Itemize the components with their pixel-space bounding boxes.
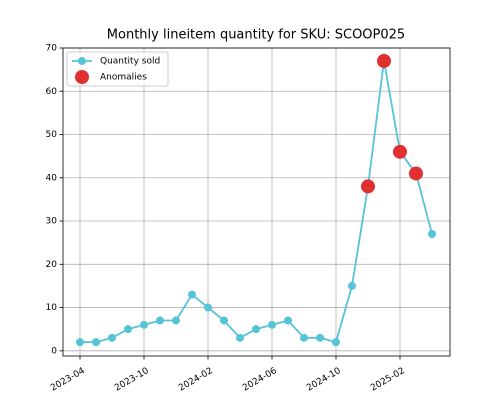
legend: Quantity sold Anomalies xyxy=(66,51,169,87)
legend-marker xyxy=(78,57,86,65)
legend-label: Anomalies xyxy=(100,73,147,83)
anomaly-point xyxy=(393,144,407,159)
x-tick-label: 2023-04 xyxy=(49,366,87,394)
y-tick-label: 50 xyxy=(46,130,58,140)
data-point xyxy=(348,281,356,290)
anomaly-point xyxy=(361,179,375,194)
y-tick-label: 20 xyxy=(46,260,58,270)
x-tick-label: 2025-02 xyxy=(369,366,407,393)
data-point xyxy=(316,333,324,342)
legend-box xyxy=(66,51,169,87)
x-tick-label: 2024-06 xyxy=(241,366,279,394)
y-tick-label: 60 xyxy=(46,87,58,97)
data-point xyxy=(140,320,148,329)
anomaly-point xyxy=(377,53,391,68)
legend-label: Quantity sold xyxy=(100,57,160,67)
x-tick-label: 2023-10 xyxy=(113,366,151,394)
data-point xyxy=(204,303,212,312)
data-point xyxy=(92,338,100,347)
data-point xyxy=(332,338,340,347)
data-point xyxy=(220,316,228,325)
x-tick-label: 2024-10 xyxy=(305,366,343,394)
data-point xyxy=(284,316,292,325)
data-point xyxy=(236,333,244,342)
data-point xyxy=(172,316,180,325)
data-point xyxy=(428,230,436,239)
y-tick-label: 40 xyxy=(46,173,58,183)
data-point xyxy=(188,290,196,299)
data-point xyxy=(156,316,164,325)
data-line xyxy=(80,60,433,344)
data-point xyxy=(252,325,260,334)
anomaly-point xyxy=(409,166,423,181)
chart-title: Monthly lineitem quantity for SKU: SCOOP… xyxy=(107,28,405,43)
data-point xyxy=(108,333,116,342)
data-point xyxy=(300,333,308,342)
data-point xyxy=(268,320,276,329)
y-tick-label: 0 xyxy=(51,346,57,356)
y-tick-label: 70 xyxy=(46,44,58,54)
y-tick-label: 30 xyxy=(46,217,58,227)
legend-marker xyxy=(75,70,89,84)
plot-frame xyxy=(62,47,451,357)
data-point xyxy=(124,325,132,334)
data-point xyxy=(76,338,84,347)
x-tick-label: 2024-02 xyxy=(177,366,215,393)
y-tick-label: 10 xyxy=(46,303,58,313)
